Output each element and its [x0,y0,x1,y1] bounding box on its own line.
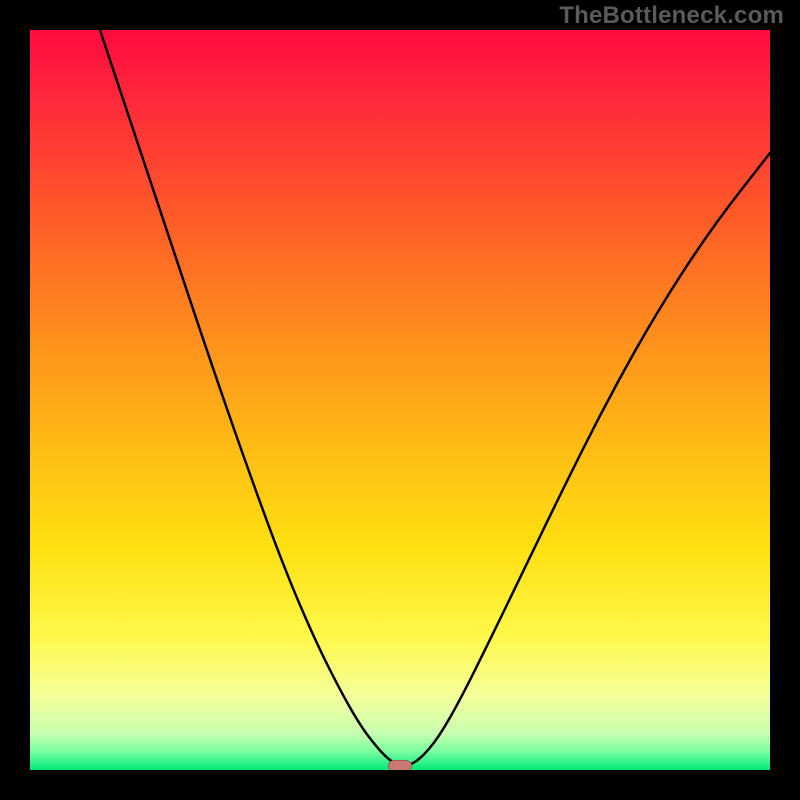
bottleneck-curve [30,30,770,770]
plot-area [30,30,770,770]
outer-frame: TheBottleneck.com [0,0,800,800]
watermark-text: TheBottleneck.com [559,2,784,30]
minimum-marker [388,760,412,770]
